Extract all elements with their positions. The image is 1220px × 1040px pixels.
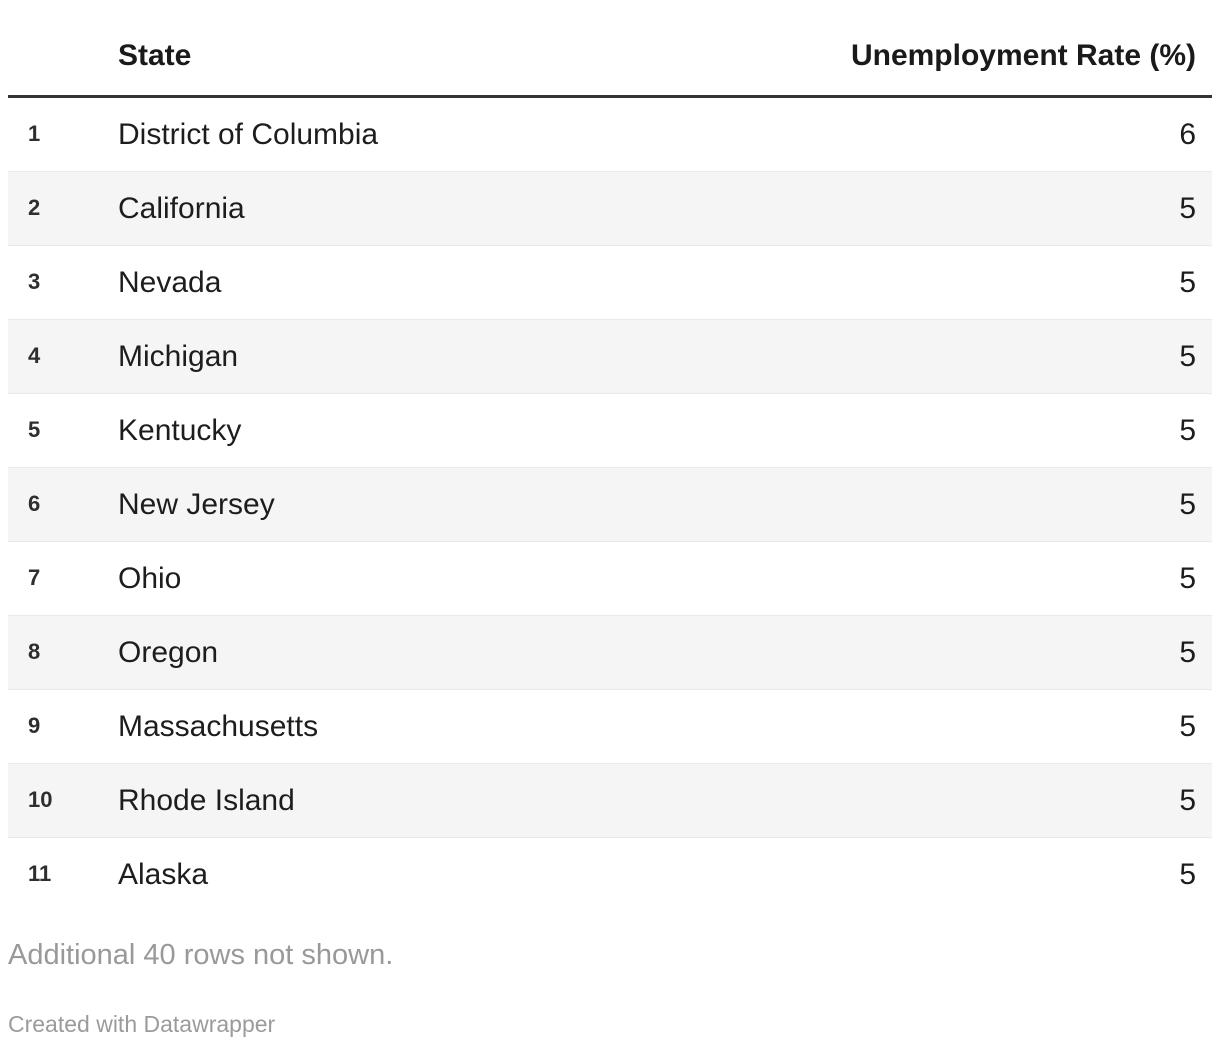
rank-column-header: [8, 0, 118, 98]
unemployment-rate-table: State Unemployment Rate (%) 1 District o…: [8, 0, 1212, 911]
row-state: New Jersey: [118, 467, 665, 542]
row-state: Rhode Island: [118, 763, 665, 838]
row-rank: 4: [8, 319, 118, 394]
row-state: Michigan: [118, 319, 665, 394]
row-rank: 1: [8, 96, 118, 172]
row-value: 5: [665, 689, 1212, 764]
table-row: 7 Ohio 5: [8, 541, 1212, 616]
table-row: 5 Kentucky 5: [8, 393, 1212, 468]
row-state: Alaska: [118, 857, 209, 891]
row-state: Massachusetts: [118, 689, 665, 764]
table-row: 3 Nevada 5: [8, 245, 1212, 320]
table-row: 2 California 5: [8, 171, 1212, 246]
table-body: 1 District of Columbia 6 2 California 5 …: [8, 96, 1212, 912]
row-value: 5: [665, 393, 1212, 468]
row-value: 5: [665, 763, 1212, 838]
row-state: Oregon: [118, 615, 665, 690]
header-row: State Unemployment Rate (%): [8, 0, 1212, 98]
row-rank: 5: [8, 393, 118, 468]
row-state: Kentucky: [118, 393, 665, 468]
table-header: State Unemployment Rate (%): [8, 0, 1212, 98]
row-rank: 11: [28, 861, 52, 887]
row-state: District of Columbia: [118, 96, 665, 172]
table-row: 6 New Jersey 5: [8, 467, 1212, 542]
row-value: 5: [665, 541, 1212, 616]
row-rank: 8: [8, 615, 118, 690]
row-value: 5: [1179, 857, 1196, 891]
row-state: California: [118, 171, 665, 246]
row-value: 6: [665, 96, 1212, 172]
row-rank: 7: [8, 541, 118, 616]
state-column-header: State: [118, 0, 665, 98]
table-row: 4 Michigan 5: [8, 319, 1212, 394]
row-value: 5: [665, 171, 1212, 246]
row-rank: 3: [8, 245, 118, 320]
row-value: 5: [665, 245, 1212, 320]
datawrapper-credit-link[interactable]: Created with Datawrapper: [8, 1010, 276, 1037]
row-value: 5: [665, 319, 1212, 394]
row-rank: 9: [8, 689, 118, 764]
row-rank: 6: [8, 467, 118, 542]
row-value: 5: [665, 615, 1212, 690]
table-row: 1 District of Columbia 6: [8, 96, 1212, 172]
row-rank: 2: [8, 171, 118, 246]
row-rank: 10: [8, 763, 118, 838]
rows-not-shown-note: Additional 40 rows not shown.: [8, 939, 394, 971]
value-column-header: Unemployment Rate (%): [665, 0, 1212, 98]
table-row: 9 Massachusetts 5: [8, 689, 1212, 764]
row-value: 5: [665, 467, 1212, 542]
row-state: Nevada: [118, 245, 665, 320]
table-row: 11 Alaska 5: [8, 838, 1212, 912]
table-row: 8 Oregon 5: [8, 615, 1212, 690]
table-row: 10 Rhode Island 5: [8, 763, 1212, 838]
row-state: Ohio: [118, 541, 665, 616]
